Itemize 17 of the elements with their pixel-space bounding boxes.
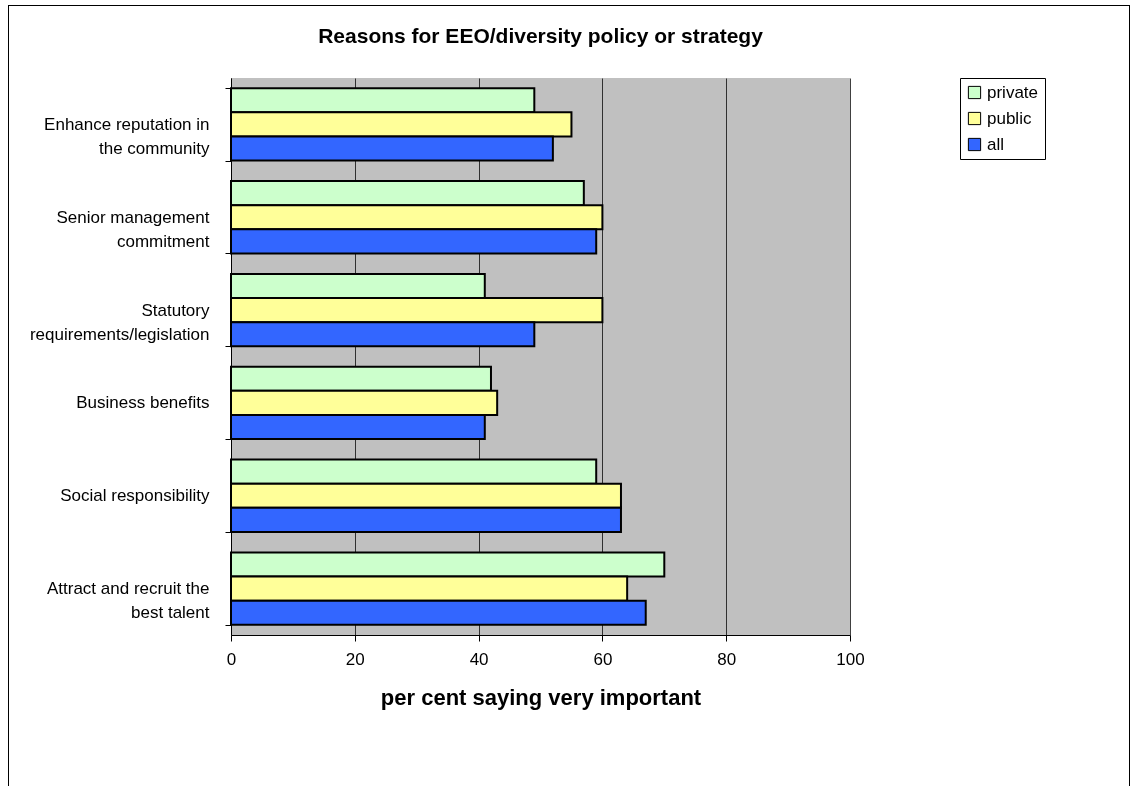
x-tick-label: 80 (717, 649, 737, 669)
y-tick-label: Social responsibility (60, 486, 210, 506)
x-tick-label: 60 (593, 649, 613, 669)
legend-label: private (987, 82, 1039, 102)
y-tick-label: Business benefits (76, 393, 210, 413)
x-tick-label: 40 (469, 649, 489, 669)
y-tick-label: Attract and recruit the best talent (46, 579, 210, 623)
y-tick-label: Statutory requirements/legislation (29, 300, 210, 344)
y-tick-label: Senior management commitment (56, 207, 210, 251)
chart-title: Reasons for EEO/diversity policy or strategy (318, 24, 764, 47)
legend-label: all (987, 134, 1005, 154)
x-tick-label: 100 (836, 649, 865, 669)
x-tick-label: 20 (345, 649, 365, 669)
y-tick-label: Enhance reputation in the community (44, 114, 210, 158)
x-axis-title: per cent saying very important (380, 684, 702, 710)
x-tick-label: 0 (226, 649, 237, 669)
legend-label: public (987, 108, 1032, 128)
